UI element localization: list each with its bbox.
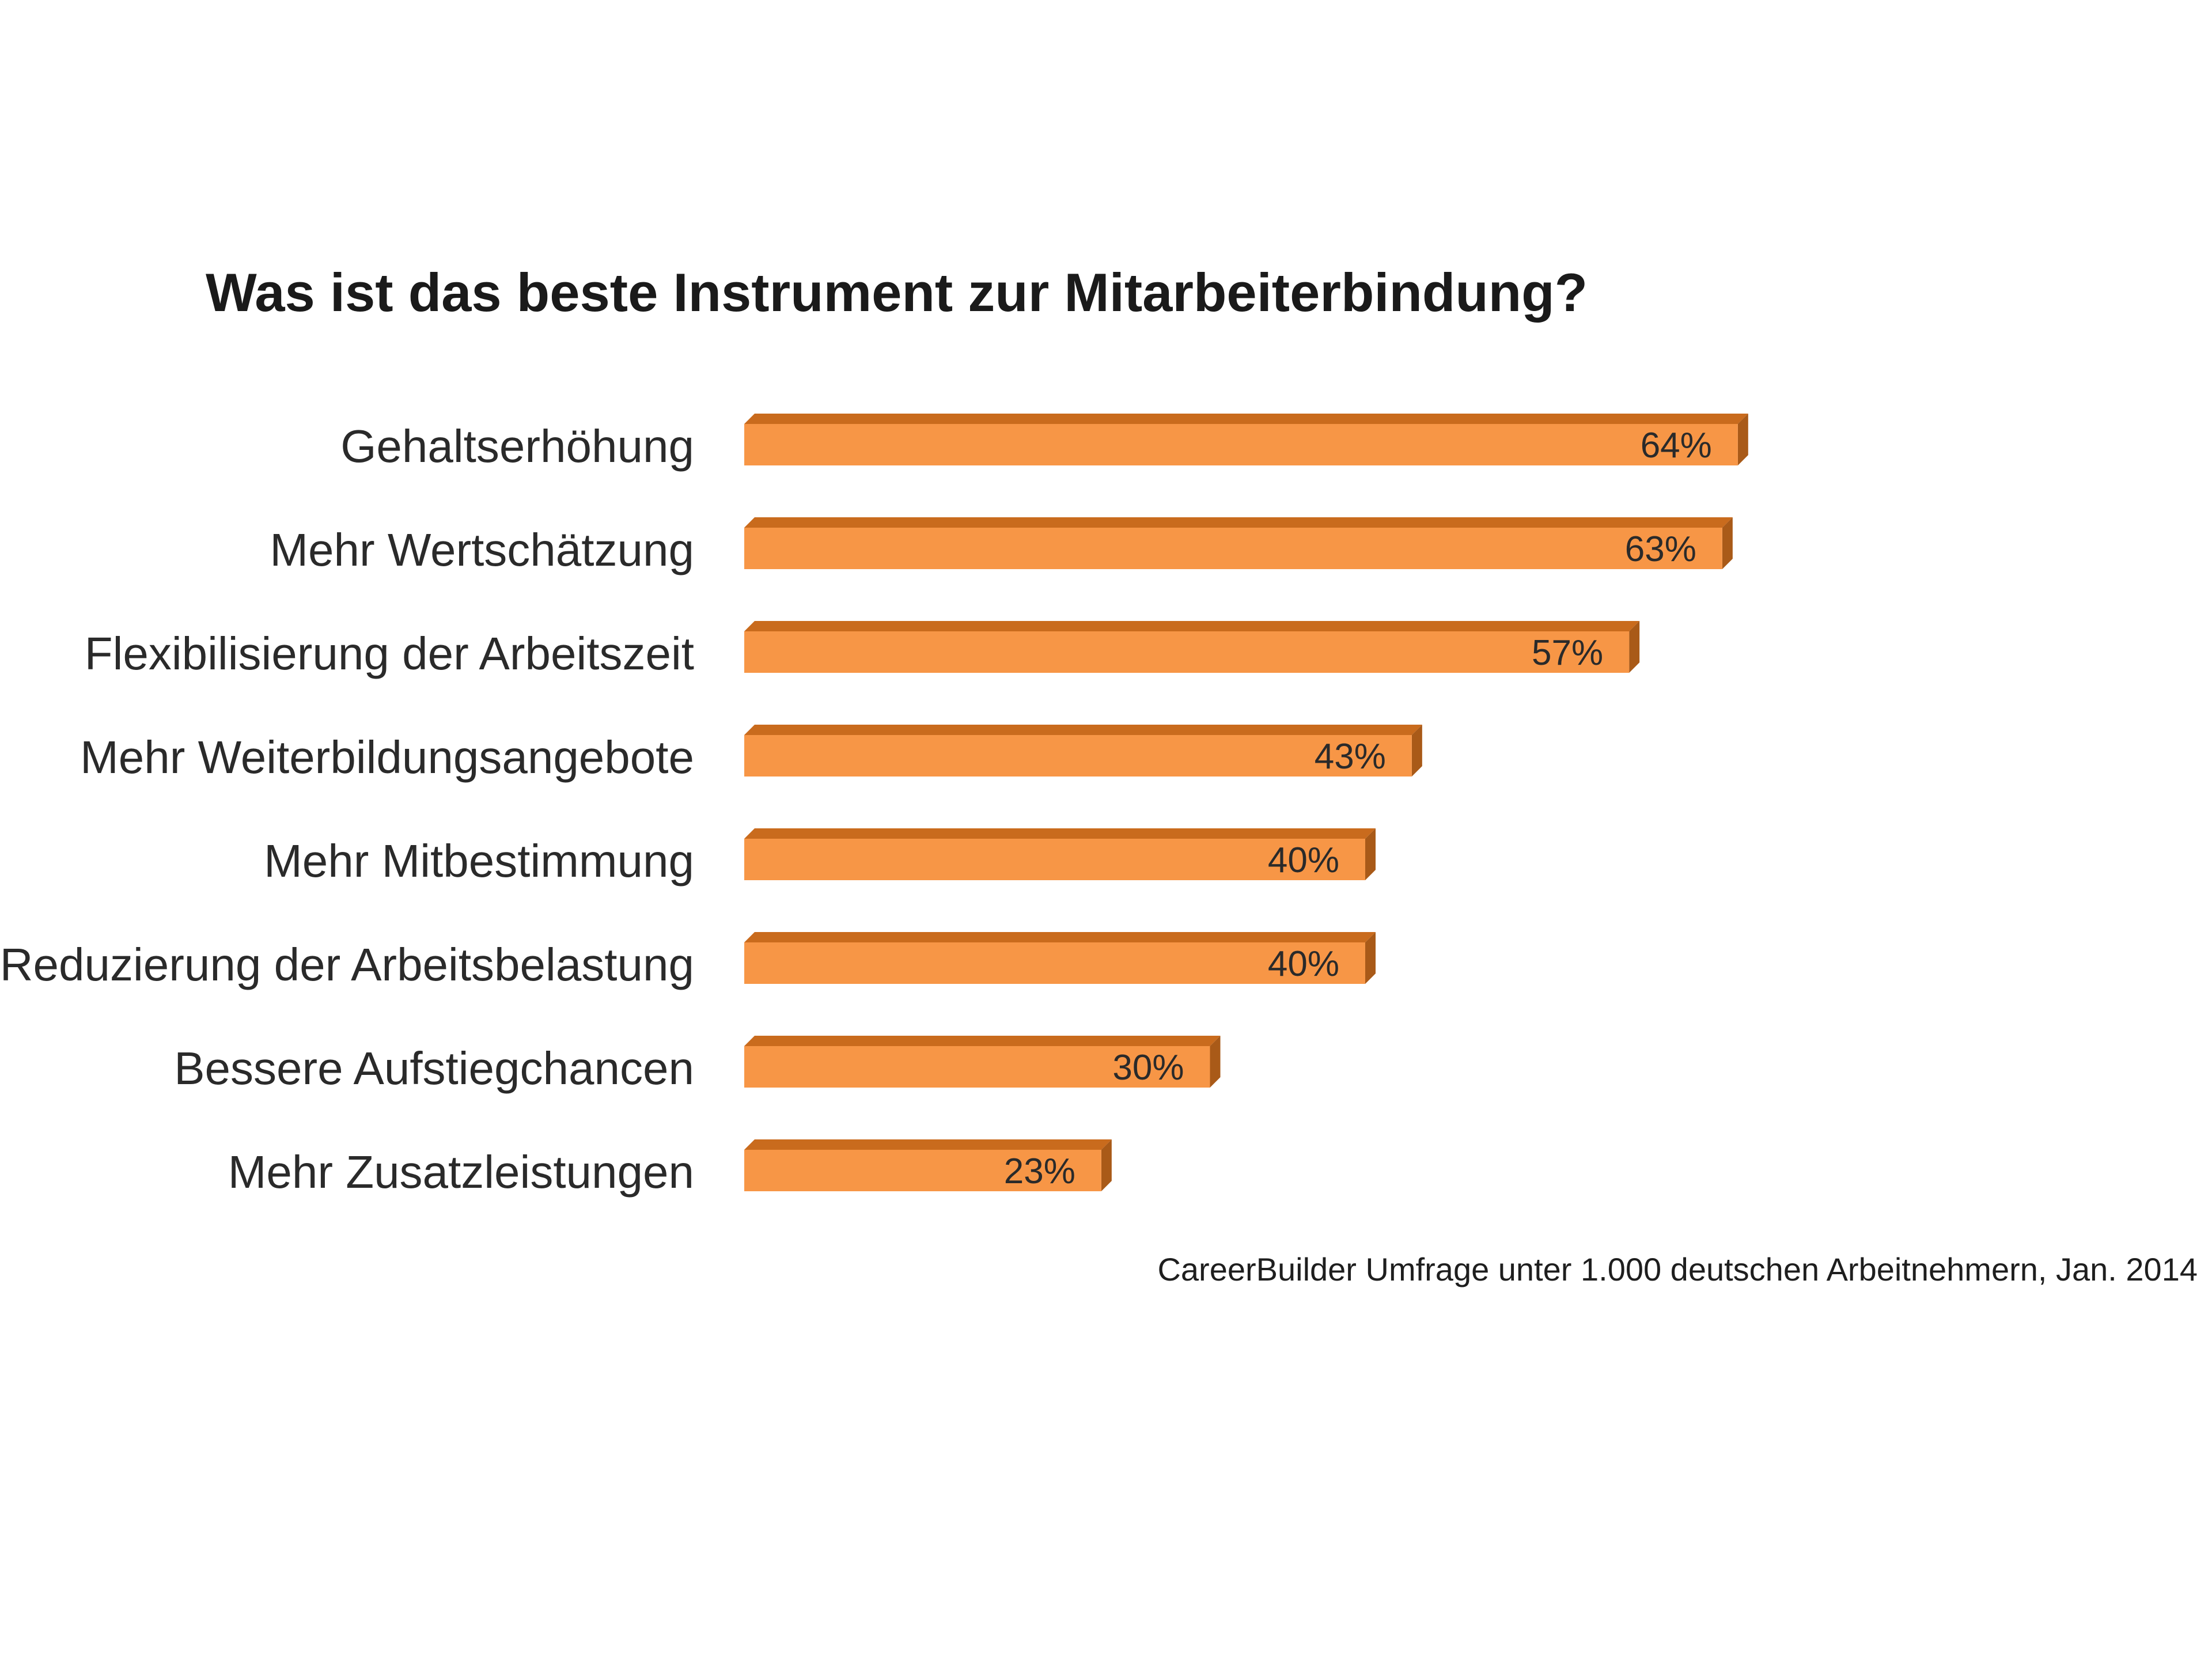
- data-label: 63%: [1625, 529, 1696, 569]
- category-label: Mehr Zusatzleistungen: [228, 1146, 694, 1198]
- bar: [744, 528, 1722, 569]
- data-label: 64%: [1641, 426, 1712, 465]
- bar: [744, 735, 1412, 777]
- bar-side-face: [1365, 828, 1376, 880]
- bar: [744, 1150, 1101, 1191]
- bar-top-face: [744, 621, 1640, 631]
- data-label: 23%: [1004, 1152, 1075, 1191]
- bar-top-face: [744, 1139, 1112, 1150]
- bar-side-face: [1411, 725, 1422, 777]
- data-label: 57%: [1532, 633, 1603, 673]
- chart-title: Was ist das beste Instrument zur Mitarbe…: [206, 262, 1588, 323]
- bar-top-face: [744, 828, 1376, 839]
- category-label: Gehaltserhöhung: [340, 421, 694, 472]
- bars-group: 64% Gehaltserhöhung 63% Mehr Wertschätzung 5…: [0, 414, 1748, 1198]
- bar-side-face: [1737, 414, 1748, 465]
- bar-side-face: [1629, 621, 1640, 673]
- category-label: Reduzierung der Arbeitsbelastung: [0, 939, 694, 990]
- bar: [744, 1046, 1210, 1088]
- bar: [744, 942, 1365, 984]
- data-label: 40%: [1268, 944, 1339, 984]
- bar-top-face: [744, 414, 1748, 424]
- bar-top-face: [744, 725, 1422, 735]
- bar-top-face: [744, 517, 1733, 528]
- bar-top-face: [744, 1036, 1221, 1046]
- category-label: Mehr Weiterbildungsangebote: [80, 732, 694, 783]
- bar: [744, 839, 1365, 880]
- bar-side-face: [1210, 1036, 1221, 1088]
- data-label: 43%: [1315, 737, 1386, 777]
- category-label: Mehr Mitbestimmung: [264, 835, 694, 887]
- bar: [744, 631, 1630, 673]
- bar: [744, 424, 1738, 465]
- category-label: Mehr Wertschätzung: [270, 524, 694, 575]
- bar-side-face: [1365, 932, 1376, 984]
- bar-side-face: [1101, 1139, 1112, 1191]
- category-label: Flexibilisierung der Arbeitszeit: [85, 628, 694, 679]
- source-note: CareerBuilder Umfrage unter 1.000 deutsc…: [1157, 1251, 2198, 1287]
- bar-side-face: [1722, 517, 1733, 569]
- data-label: 40%: [1268, 840, 1339, 880]
- category-label: Bessere Aufstiegchancen: [174, 1043, 694, 1094]
- data-label: 30%: [1112, 1048, 1184, 1088]
- bar-top-face: [744, 932, 1376, 942]
